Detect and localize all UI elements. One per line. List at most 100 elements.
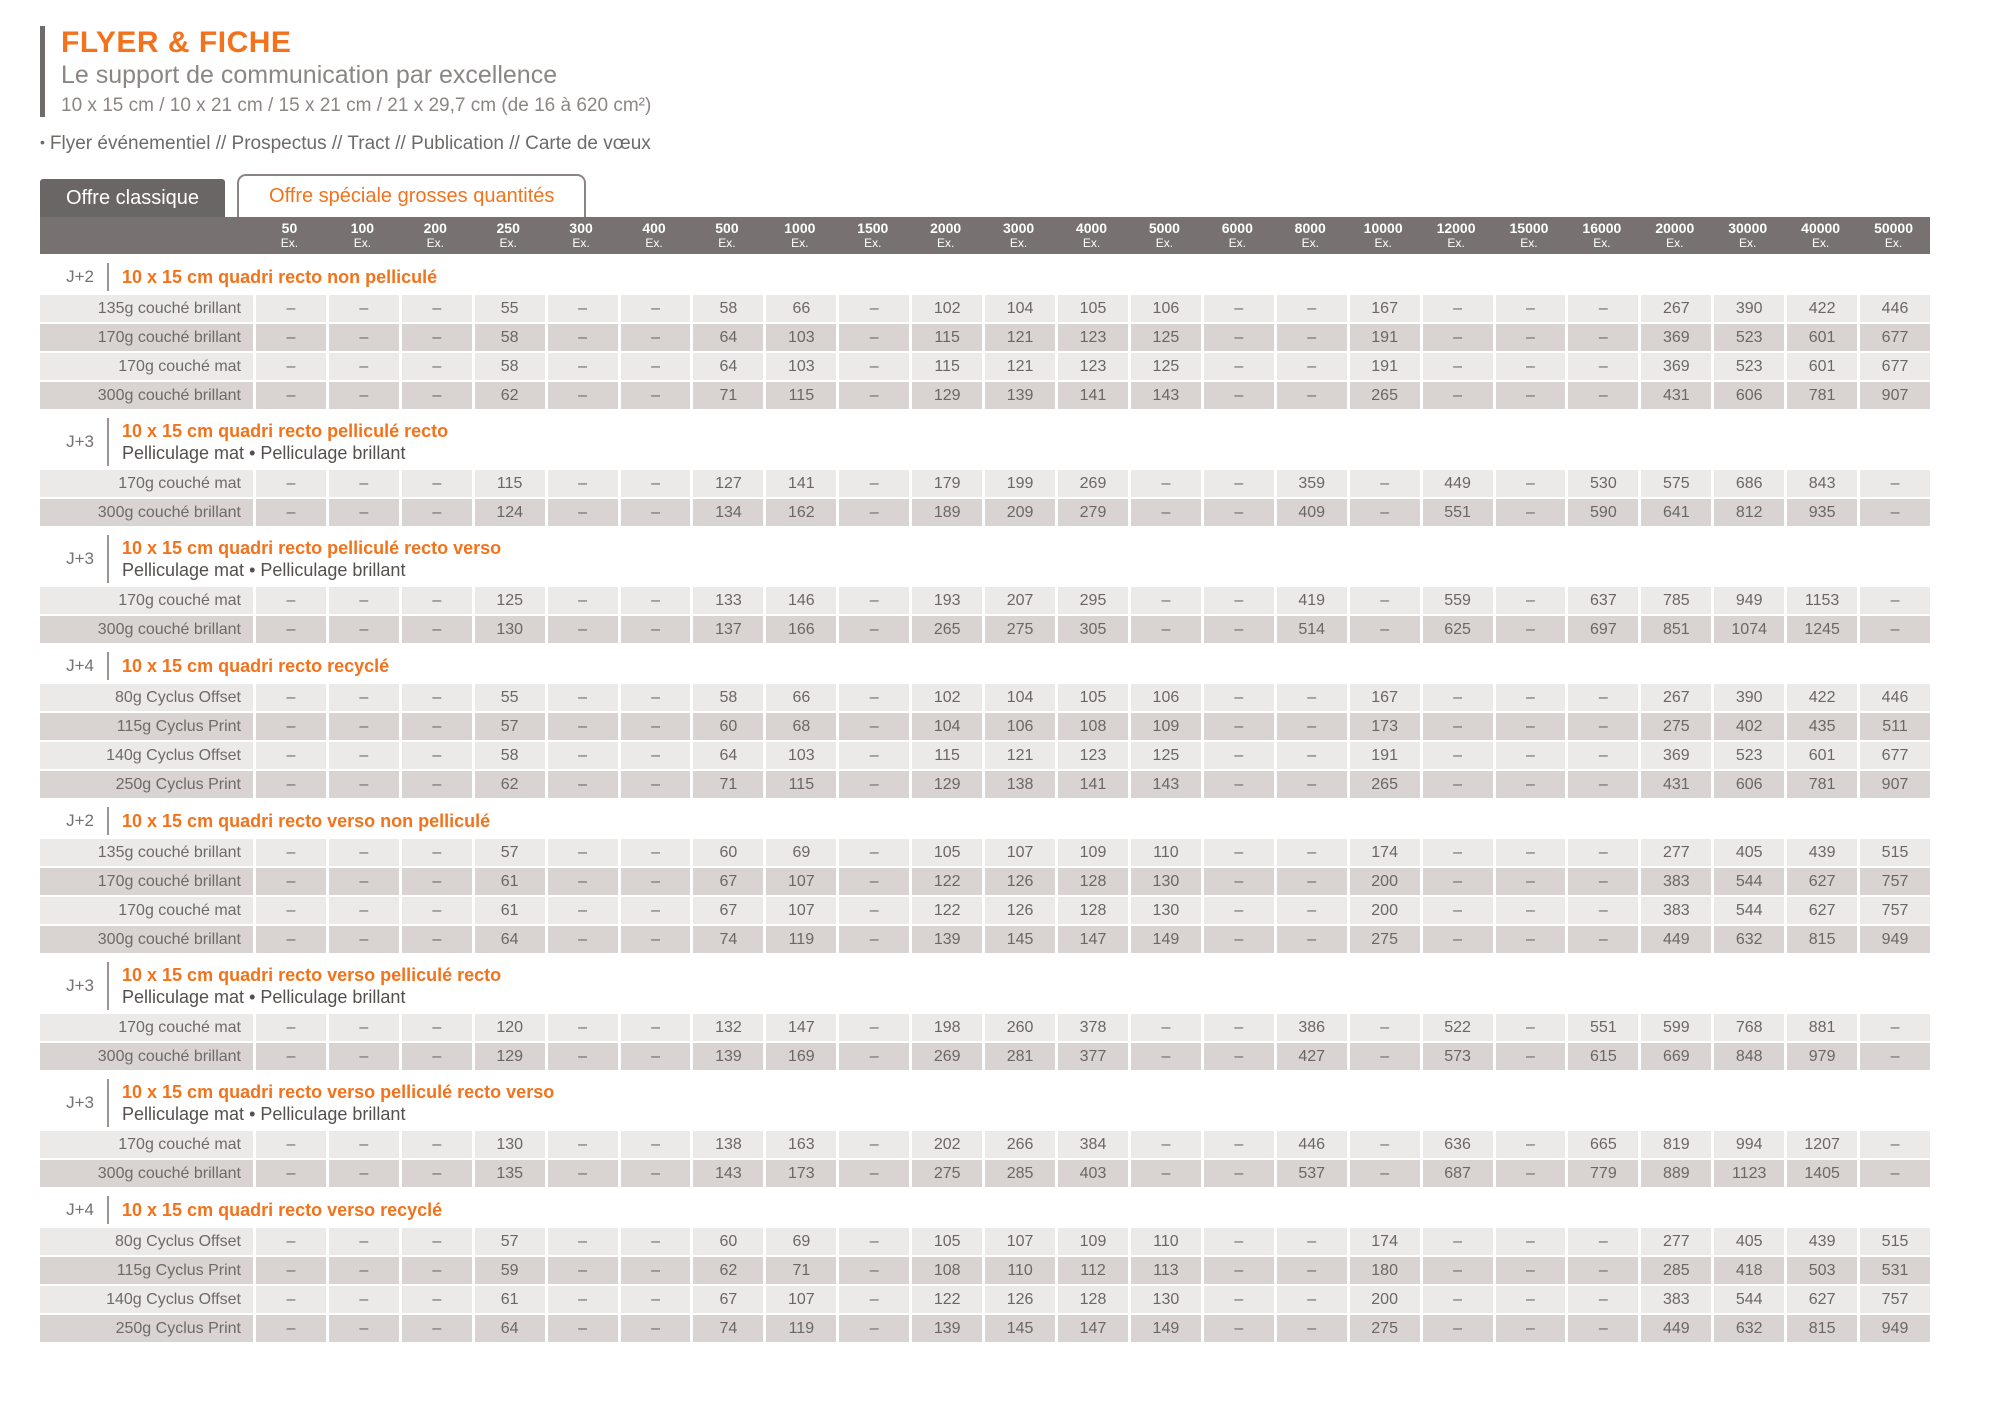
- price-cell: 110: [985, 1257, 1056, 1284]
- price-cell: –: [256, 771, 326, 798]
- price-cell: 74: [693, 926, 764, 953]
- price-cell: –: [620, 587, 691, 614]
- price-cell: –: [839, 616, 910, 643]
- price-cell: –: [1130, 1043, 1201, 1070]
- price-cell: –: [1422, 382, 1493, 409]
- price-section: J+3 10 x 15 cm quadri recto pelliculé rec…: [40, 418, 2000, 526]
- price-cell: 105: [1058, 295, 1128, 322]
- price-cell: –: [547, 1286, 618, 1313]
- qty-header-cell: 30000 Ex.: [1711, 221, 1784, 249]
- price-cell: 785: [1641, 587, 1712, 614]
- price-cell: –: [547, 1131, 618, 1158]
- price-section: J+3 10 x 15 cm quadri recto pelliculé rec…: [40, 535, 2000, 643]
- price-cell: –: [1568, 324, 1639, 351]
- tab-offre-classique[interactable]: Offre classique: [40, 179, 226, 217]
- price-cell: 669: [1641, 1043, 1712, 1070]
- price-cell: –: [1495, 926, 1566, 953]
- price-cell: 559: [1422, 587, 1493, 614]
- price-cell: –: [401, 839, 472, 866]
- section-divider: [107, 652, 109, 680]
- price-cell: –: [256, 382, 326, 409]
- price-cell: 71: [693, 771, 764, 798]
- price-cell: –: [1860, 616, 1930, 643]
- price-cell: 102: [912, 684, 983, 711]
- qty-header-cell: 400 Ex.: [618, 221, 691, 249]
- table-row: 170g couché mat – – –130– –138 163–202 266 384–…: [40, 1131, 1930, 1158]
- price-cell: 383: [1641, 897, 1712, 924]
- price-cell: 146: [766, 587, 837, 614]
- price-cell: 104: [912, 713, 983, 740]
- price-cell: 1074: [1714, 616, 1785, 643]
- row-label: 170g couché mat: [40, 1014, 253, 1041]
- price-cell: 537: [1276, 1160, 1347, 1187]
- section-title: 10 x 15 cm quadri recto pelliculé recto …: [122, 537, 502, 558]
- price-cell: 191: [1349, 353, 1420, 380]
- price-cell: –: [547, 713, 618, 740]
- price-cell: 113: [1130, 1257, 1201, 1284]
- price-cell: –: [1130, 499, 1201, 526]
- price-cell: –: [547, 1315, 618, 1342]
- price-cell: –: [620, 382, 691, 409]
- price-cell: 57: [474, 713, 545, 740]
- section-title: 10 x 15 cm quadri recto verso pelliculé …: [122, 1081, 555, 1102]
- qty-unit: Ex.: [499, 235, 517, 250]
- qty-value: 250: [496, 220, 520, 237]
- price-cell: –: [401, 1160, 472, 1187]
- tab-offre-speciale-grosses-quantites[interactable]: Offre spéciale grosses quantités: [237, 174, 587, 217]
- price-cell: –: [1276, 1286, 1347, 1313]
- price-cell: 180: [1349, 1257, 1420, 1284]
- price-cell: 599: [1641, 1014, 1712, 1041]
- price-cell: 544: [1714, 1286, 1785, 1313]
- section-delay: J+3: [66, 976, 94, 995]
- price-cell: –: [1422, 713, 1493, 740]
- price-cell: –: [1422, 1286, 1493, 1313]
- price-cell: 62: [693, 1257, 764, 1284]
- price-cell: 419: [1276, 587, 1347, 614]
- price-cell: –: [620, 926, 691, 953]
- price-cell: –: [839, 1131, 910, 1158]
- price-cell: –: [256, 324, 326, 351]
- price-cell: –: [839, 839, 910, 866]
- price-cell: 979: [1787, 1043, 1858, 1070]
- price-cell: 515: [1860, 1228, 1930, 1255]
- price-cell: 58: [693, 684, 764, 711]
- price-cell: 812: [1714, 499, 1785, 526]
- price-cell: 627: [1787, 897, 1858, 924]
- price-cell: 907: [1860, 771, 1930, 798]
- price-cell: –: [1130, 1014, 1201, 1041]
- price-cell: 106: [1130, 684, 1201, 711]
- price-cell: 377: [1058, 1043, 1128, 1070]
- price-cell: –: [1203, 684, 1274, 711]
- price-cell: 405: [1714, 1228, 1785, 1255]
- price-cell: –: [1276, 839, 1347, 866]
- price-cell: 130: [474, 616, 545, 643]
- qty-value: 100: [350, 220, 375, 237]
- qty-header-cell: 4000 Ex.: [1055, 221, 1128, 249]
- price-cell: 305: [1058, 616, 1128, 643]
- price-cell: 851: [1641, 616, 1712, 643]
- price-cell: –: [401, 353, 472, 380]
- qty-header-cell: 10000 Ex.: [1347, 221, 1420, 249]
- price-cell: –: [1276, 1257, 1347, 1284]
- section-divider: [107, 263, 109, 291]
- uses-text: Flyer événementiel // Prospectus // Trac…: [49, 133, 651, 154]
- price-cell: –: [401, 1043, 472, 1070]
- price-cell: 123: [1058, 742, 1128, 769]
- price-cell: –: [328, 295, 399, 322]
- price-cell: –: [1349, 1131, 1420, 1158]
- price-cell: 58: [474, 742, 545, 769]
- price-cell: 523: [1714, 324, 1785, 351]
- price-cell: –: [839, 382, 910, 409]
- formats-line: 10 x 15 cm / 10 x 21 cm / 15 x 21 cm / 2…: [61, 95, 652, 116]
- price-cell: –: [620, 868, 691, 895]
- price-cell: 422: [1787, 684, 1858, 711]
- qty-header-cell: 250 Ex.: [472, 221, 545, 249]
- row-label: 80g Cyclus Offset: [40, 684, 253, 711]
- price-cell: 149: [1130, 1315, 1201, 1342]
- price-cell: –: [1203, 616, 1274, 643]
- price-cell: –: [1495, 382, 1566, 409]
- price-cell: –: [401, 1014, 472, 1041]
- price-cell: –: [256, 353, 326, 380]
- price-cell: –: [328, 587, 399, 614]
- row-label: 170g couché mat: [40, 1131, 253, 1158]
